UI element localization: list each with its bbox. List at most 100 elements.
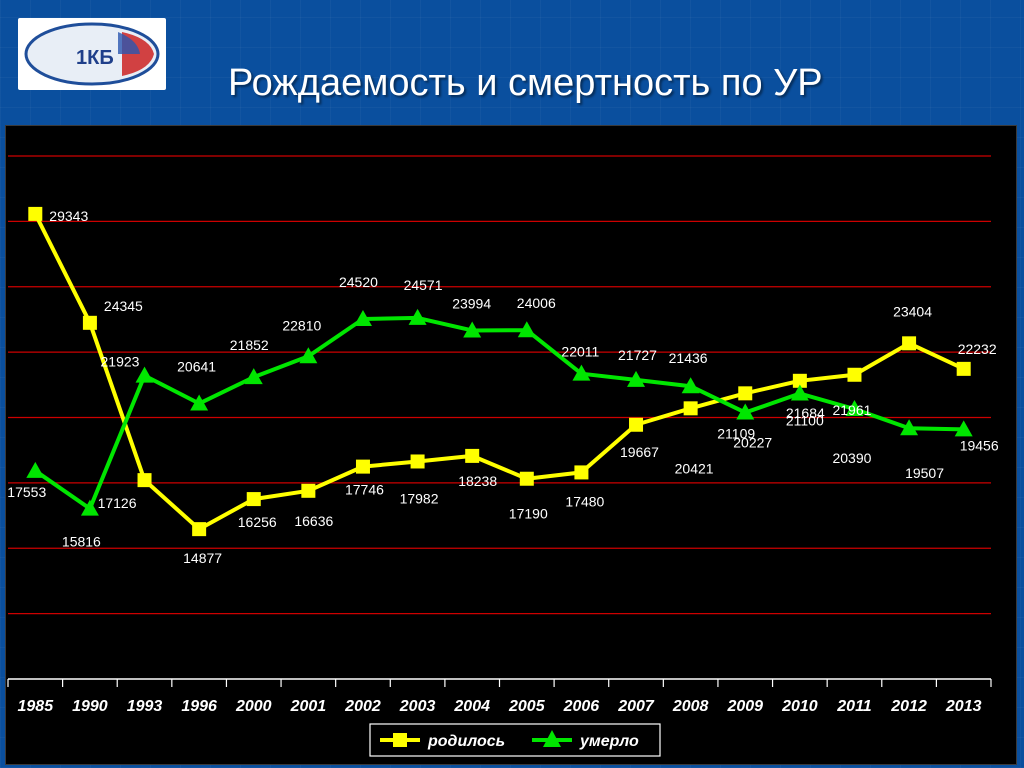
x-tick-label: 2012	[890, 698, 927, 715]
data-point-born	[82, 315, 97, 330]
data-label: 18238	[458, 473, 497, 489]
data-point-died	[463, 321, 482, 338]
data-label: 17480	[565, 493, 604, 509]
data-point-born	[847, 367, 862, 382]
legend-label-died: умерло	[579, 733, 639, 750]
x-tick-label: 2002	[344, 698, 381, 715]
data-label: 21684	[786, 405, 825, 421]
x-tick-label: 2008	[672, 698, 709, 715]
data-point-born	[137, 473, 152, 488]
data-point-died	[135, 366, 154, 383]
data-label: 17126	[98, 495, 137, 511]
data-point-died	[353, 310, 372, 327]
x-tick-label: 2003	[399, 698, 436, 715]
data-point-born	[301, 483, 316, 498]
data-label: 21727	[618, 347, 657, 363]
data-point-born	[28, 206, 43, 221]
data-label: 24571	[404, 277, 443, 293]
data-label: 29343	[49, 208, 88, 224]
gridlines	[8, 155, 991, 615]
data-point-born	[574, 465, 589, 480]
data-point-born	[465, 448, 480, 463]
x-axis: 1985 1990 1993 1996 2000 2001 2002 2003 2004 2005…	[7, 678, 992, 715]
data-point-born	[246, 492, 261, 507]
data-label: 20421	[675, 460, 714, 476]
data-point-born	[738, 386, 753, 401]
data-label: 17553	[7, 484, 46, 500]
data-point-died	[80, 499, 99, 516]
data-label: 19507	[905, 465, 944, 481]
data-label: 24345	[104, 298, 143, 314]
x-tick-label: 2010	[781, 698, 818, 715]
data-point-died	[517, 321, 536, 338]
x-tick-label: 2013	[945, 698, 982, 715]
legend: родилось умерло	[369, 723, 661, 757]
data-label: 17190	[509, 506, 548, 522]
data-point-born	[355, 459, 370, 474]
data-label: 20641	[177, 359, 216, 375]
logo-graphic: 1КБ	[24, 22, 160, 86]
slide-title: Рождаемость и смертность по УР	[228, 62, 823, 104]
data-point-died	[790, 384, 809, 401]
chart-area: 1985 1990 1993 1996 2000 2001 2002 2003 2004 2005…	[5, 125, 1017, 765]
data-label: 21100	[786, 413, 824, 429]
x-tick-label: 2007	[617, 698, 655, 715]
data-point-born	[902, 336, 917, 351]
line-chart: 1985 1990 1993 1996 2000 2001 2002 2003 2004 2005…	[7, 155, 999, 757]
logo-text: 1КБ	[76, 47, 114, 69]
data-label: 17746	[345, 482, 384, 498]
data-point-born	[629, 417, 644, 432]
x-tick-label: 1996	[181, 698, 217, 715]
legend-marker-born	[393, 733, 407, 747]
data-point-died	[26, 461, 45, 478]
legend-label-born: родилось	[427, 733, 505, 750]
data-label: 24520	[339, 274, 378, 290]
data-label: 22810	[282, 317, 321, 333]
data-point-died	[299, 347, 318, 364]
legend-marker-died	[543, 730, 561, 747]
data-label: 15816	[62, 534, 101, 550]
data-label: 16256	[238, 514, 277, 530]
data-label: 17982	[400, 490, 439, 506]
data-point-died	[736, 403, 755, 420]
data-point-died	[244, 368, 263, 385]
data-point-died	[845, 400, 864, 417]
data-point-died	[627, 370, 646, 387]
data-point-died	[408, 308, 427, 325]
data-label: 22011	[561, 344, 599, 360]
data-point-died	[954, 420, 973, 437]
data-label: 21961	[832, 402, 871, 418]
data-label: 23994	[452, 295, 491, 311]
data-label: 21109	[717, 425, 755, 441]
data-labels: 29343 24345 17126 14877 16256 16636 17746 17982…	[7, 208, 999, 566]
series-line-died	[34, 315, 964, 511]
x-tick-label: 2004	[453, 698, 490, 715]
data-label: 21923	[101, 354, 140, 370]
data-label: 20227	[733, 435, 772, 451]
data-label: 19667	[620, 444, 659, 460]
x-tick-label: 1990	[72, 698, 108, 715]
data-point-born	[792, 373, 807, 388]
data-label: 21436	[669, 350, 708, 366]
data-point-born	[410, 454, 425, 469]
data-label: 21852	[230, 337, 269, 353]
data-label: 24006	[517, 295, 556, 311]
data-label: 19456	[960, 437, 999, 453]
data-point-born	[683, 401, 698, 416]
x-tick-label: 2000	[235, 698, 272, 715]
data-point-born	[192, 522, 207, 537]
x-tick-label: 1985	[18, 698, 55, 715]
data-point-died	[900, 419, 919, 436]
data-label: 14877	[183, 550, 222, 566]
x-tick-label: 2001	[290, 698, 327, 715]
data-point-born	[956, 361, 971, 376]
series-line-born	[33, 213, 965, 532]
x-tick-label: 2005	[508, 698, 546, 715]
series-layer	[26, 206, 973, 537]
hospital-logo-icon: 1КБ	[18, 18, 166, 90]
data-label: 23404	[893, 303, 932, 319]
x-tick-label: 1993	[127, 698, 163, 715]
x-tick-label: 2006	[563, 698, 600, 715]
data-label: 16636	[294, 513, 333, 529]
data-point-died	[190, 394, 209, 411]
